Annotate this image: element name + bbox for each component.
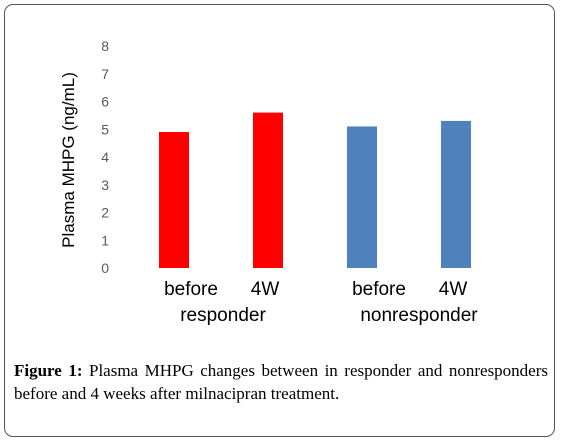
y-tick-label: 5	[101, 121, 109, 137]
figure-caption: Figure 1: Plasma MHPG changes between in…	[14, 359, 548, 405]
bar	[347, 126, 377, 268]
y-tick-label: 6	[101, 94, 109, 110]
y-tick-label: 8	[101, 38, 109, 54]
y-tick-label: 1	[101, 232, 109, 248]
group-labels: responder nonresponder	[180, 305, 478, 326]
bar	[253, 112, 283, 268]
category-label: 4W	[251, 279, 280, 300]
bar	[159, 132, 189, 268]
bar	[441, 120, 471, 268]
bars	[159, 112, 471, 268]
y-tick-label: 3	[101, 177, 109, 193]
category-labels: before 4W before 4W	[164, 279, 467, 300]
category-label: 4W	[439, 279, 468, 300]
group-label: nonresponder	[360, 305, 478, 326]
y-axis-label: Plasma MHPG (ng/mL)	[59, 72, 78, 248]
y-tick-label: 0	[101, 260, 109, 276]
y-tick-label: 4	[101, 149, 109, 165]
category-label: before	[164, 279, 218, 300]
category-label: before	[352, 279, 406, 300]
caption-label: Figure 1:	[14, 361, 83, 380]
y-tick-label: 7	[101, 66, 109, 82]
y-axis-ticks: 0 1 2 3 4 5 6 7 8	[101, 38, 109, 276]
caption-text: Plasma MHPG changes between in responder…	[14, 361, 549, 403]
group-label: responder	[180, 305, 266, 326]
y-tick-label: 2	[101, 205, 109, 221]
